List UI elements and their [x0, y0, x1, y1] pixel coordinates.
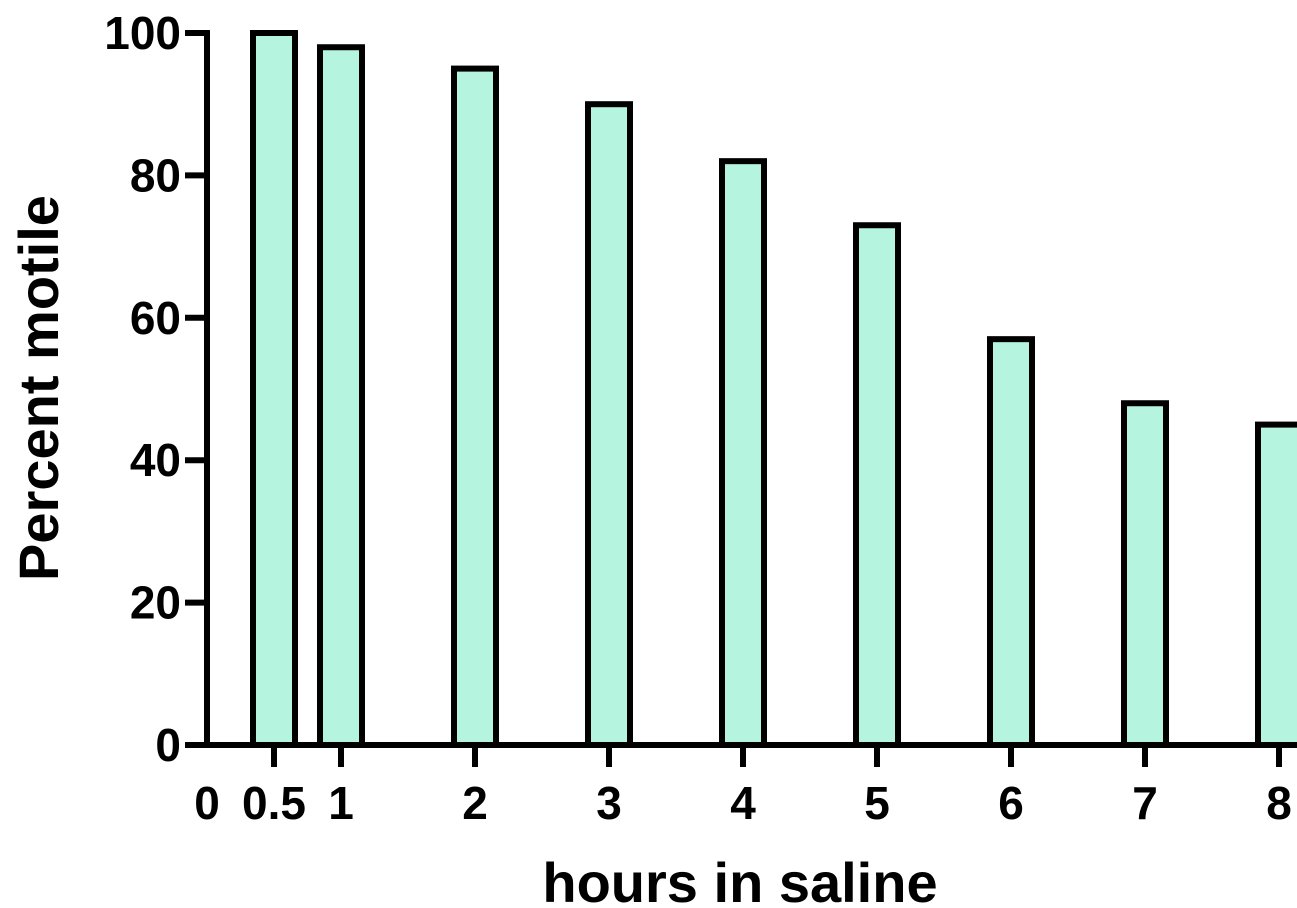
- x-tick-label-0-5: 0.5: [242, 777, 306, 829]
- x-tick-label-3: 3: [596, 777, 622, 829]
- bar-3h: [585, 101, 633, 748]
- x-axis-title: hours in saline: [542, 851, 937, 908]
- x-tick-label-7: 7: [1132, 777, 1158, 829]
- y-tick-label-80: 80: [130, 149, 181, 201]
- y-tick-label-40: 40: [130, 434, 181, 486]
- x-tick-label-8: 8: [1266, 777, 1292, 829]
- x-tick-label-6: 6: [998, 777, 1024, 829]
- bar-4h: [719, 158, 767, 749]
- x-tick-label-0: 0: [194, 777, 220, 829]
- x-ticks-group: 0 0.5 1 2 3 4 5 6 7 8: [194, 745, 1292, 829]
- y-ticks-group: 0 20 40 60 80 100: [104, 7, 207, 771]
- x-tick-label-5: 5: [864, 777, 890, 829]
- y-tick-label-20: 20: [130, 577, 181, 629]
- x-tick-label-4: 4: [730, 777, 756, 829]
- bar-6h: [987, 336, 1035, 748]
- bar-8h: [1255, 421, 1297, 748]
- y-tick-label-100: 100: [104, 7, 181, 59]
- y-axis-title: Percent motile: [7, 195, 70, 581]
- bar-2h: [451, 65, 499, 749]
- y-tick-label-0: 0: [155, 719, 181, 771]
- axes-group: [204, 30, 1297, 748]
- y-tick-label-60: 60: [130, 292, 181, 344]
- bar-1h: [317, 44, 365, 749]
- x-tick-label-2: 2: [462, 777, 488, 829]
- x-tick-label-1: 1: [328, 777, 354, 829]
- bars-group: [250, 30, 1297, 749]
- bar-5h: [853, 222, 901, 749]
- bar-0-5h: [250, 30, 298, 748]
- bar-7h: [1121, 400, 1169, 748]
